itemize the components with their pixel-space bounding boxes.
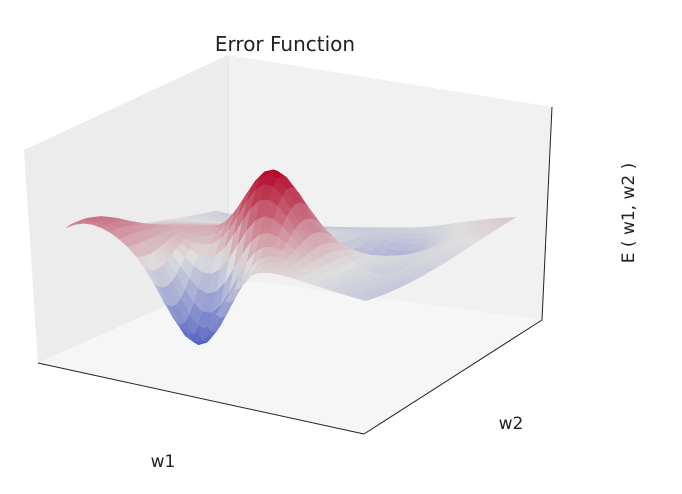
- axes-panes: [24, 55, 553, 435]
- w2-axis-label: w2: [499, 414, 524, 434]
- floor-pane: [38, 278, 542, 434]
- w1-axis-line: [37, 362, 365, 435]
- surface-patch: [356, 296, 372, 302]
- w1-axis-label: w1: [151, 452, 176, 472]
- z-axis-label: E ( w1, w2 ): [619, 163, 639, 263]
- right-vertical-axis-line: [541, 106, 553, 321]
- chart-title: Error Function: [215, 32, 355, 56]
- error-surface: [65, 169, 517, 346]
- w2-axis-line: [363, 319, 543, 435]
